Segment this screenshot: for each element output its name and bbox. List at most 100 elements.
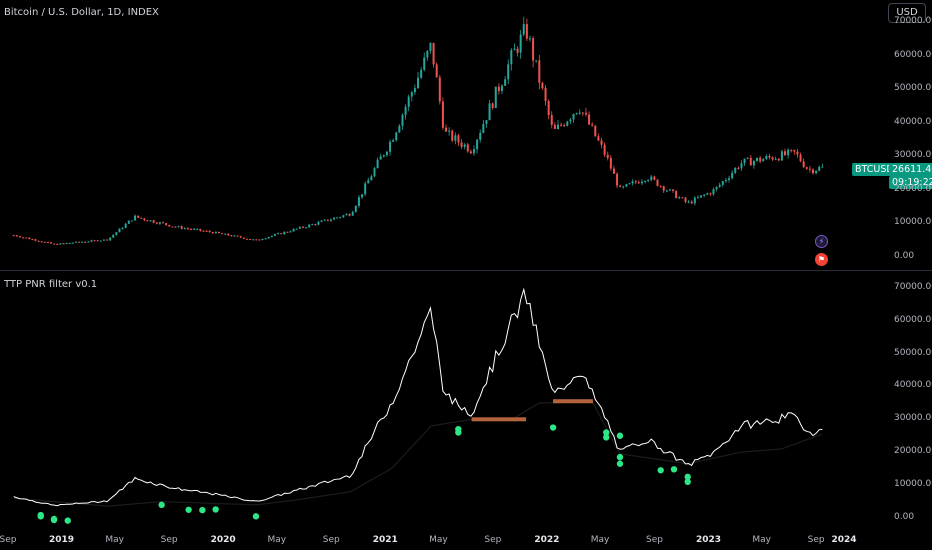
candle-body [634,181,637,183]
currency-button[interactable]: USD [888,3,926,23]
y-tick-top: 20000.00 [894,183,932,194]
candle-body [777,158,780,161]
candle-body [532,38,535,61]
candle-body [678,197,681,199]
candle-body [115,232,118,235]
x-tick-label: May [429,535,448,545]
candle-body [74,241,77,243]
y-tick-bottom: 50000.00 [894,347,932,358]
candle-body [724,179,727,182]
candle-body [473,149,476,154]
candle-body [323,219,326,221]
candle-body [317,221,320,225]
candle-body [606,154,609,158]
candle-body [320,220,323,222]
candle-body [765,155,768,160]
candle-body [295,228,298,230]
candle-body [572,114,575,120]
candle-body [759,157,762,162]
candle-body [174,226,177,228]
candle-body [106,239,109,241]
candle-body [270,235,273,237]
symbol-tag: BTCUSD [852,163,897,176]
candle-body [482,123,485,133]
candle-body [18,236,21,238]
candle-body [684,197,687,202]
candle-body [681,197,684,199]
candle-body [31,239,34,241]
candle-body [457,135,460,143]
candle-body [267,236,270,239]
candle-body [504,79,507,86]
candle-body [510,50,513,65]
candle-body [656,179,659,186]
x-tick-label: Sep [160,535,178,545]
candle-body [429,42,432,51]
candle-body [628,183,631,185]
candle-body [637,182,640,184]
candle-body [379,156,382,160]
candle-body [821,166,824,168]
candle-body [787,149,790,156]
candle-body [78,241,81,243]
y-tick-top: 40000.00 [894,116,932,127]
candle-body [410,92,413,97]
candle-body [217,231,220,234]
candle-body [401,114,404,126]
candle-body [214,231,217,234]
candle-body [292,229,295,232]
candle-body [326,219,329,221]
candle-body [413,88,416,93]
x-tick-label: May [267,535,287,545]
candle-body [417,77,420,89]
signal-dot [616,453,624,461]
candle-body [134,215,137,221]
candle-body [37,240,40,242]
candle-body [298,226,301,229]
candle-body [121,227,124,229]
us-flag-icon[interactable]: ⚑ [815,253,828,266]
signal-dot [185,506,192,513]
candle-body [162,222,165,224]
candle-body [578,112,581,114]
candle-body [734,167,737,173]
candle-body [441,101,444,128]
candle-body [112,234,115,238]
candle-body [84,241,87,243]
candle-body [261,239,264,241]
signal-dot [50,516,58,524]
y-tick-top: 10000.00 [894,217,932,228]
y-tick-bottom: 20000.00 [894,446,932,457]
candle-body [743,158,746,164]
candle-body [700,195,703,198]
signal-dot [64,517,71,524]
candle-body [392,140,395,142]
x-tick-label: 2020 [210,535,236,545]
candle-body [158,222,161,224]
candle-body [423,57,426,70]
candle-body [687,201,690,203]
lightning-icon[interactable]: ⚡ [815,235,828,248]
candle-body [715,186,718,190]
candle-body [301,226,304,228]
candle-body [653,176,656,180]
candle-body [40,241,43,243]
candle-body [668,189,671,191]
candle-body [43,241,46,243]
candle-body [644,181,647,183]
candle-body [762,159,765,162]
signal-dot [603,429,610,436]
candle-body [249,239,252,241]
candle-body [665,190,668,192]
y-tick-bottom: 40000.00 [894,380,932,391]
candle-body [339,217,342,219]
candle-body [659,185,662,187]
y-tick-top: 70000.00 [894,16,932,27]
candle-body [815,170,818,174]
bar-countdown-tag: 09:19:22 [889,176,932,189]
candle-body [538,60,541,83]
candle-body [581,112,584,114]
candle-body [771,157,774,160]
candle-body [286,231,289,233]
